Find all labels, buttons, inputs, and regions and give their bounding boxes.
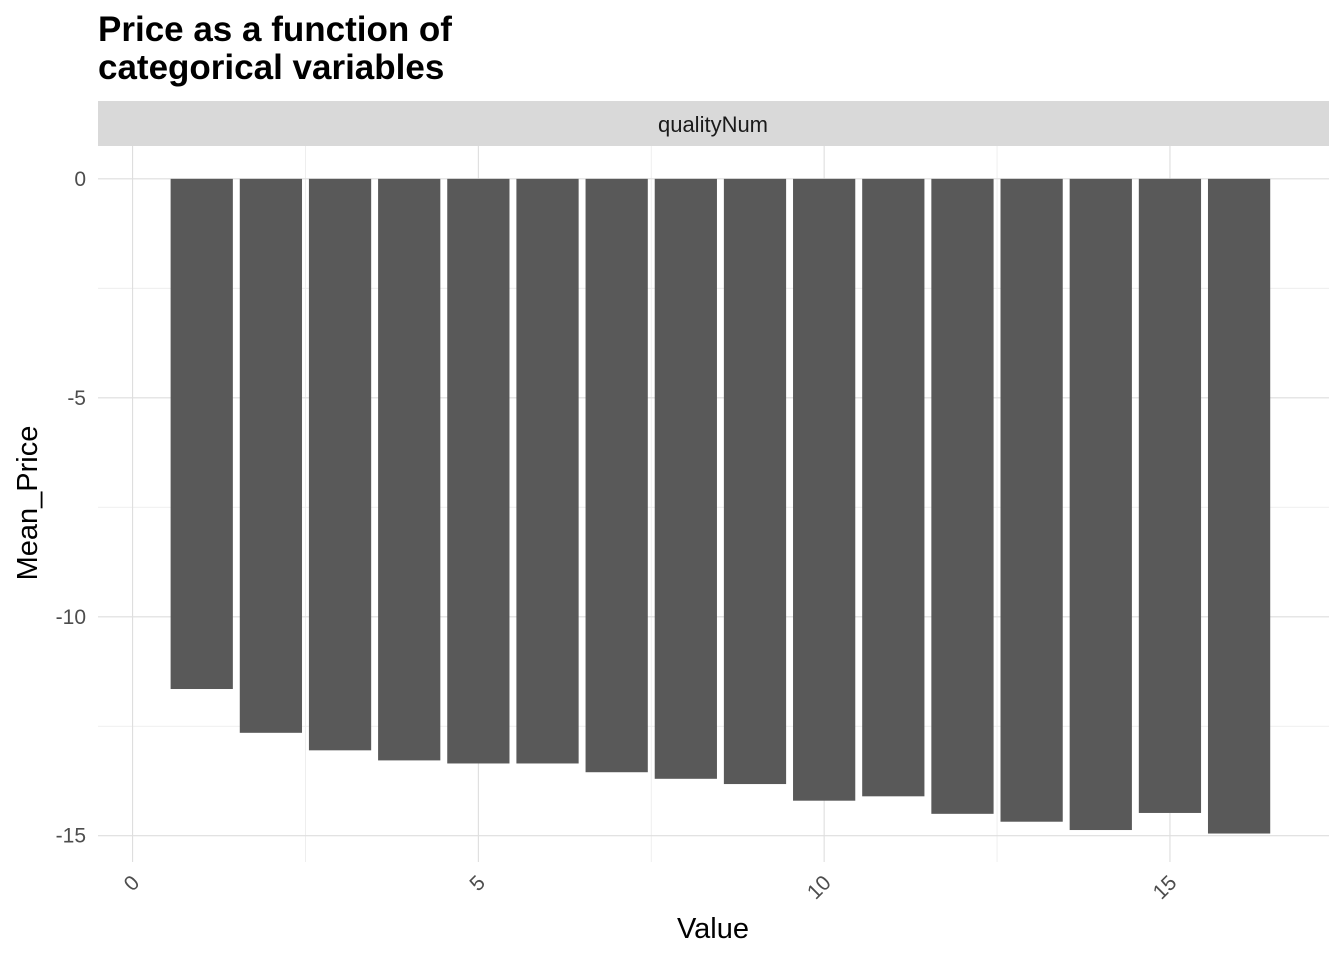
bar-5 — [447, 178, 510, 764]
bar-4 — [378, 178, 441, 761]
x-axis-title: Value — [677, 913, 749, 945]
y-tick-label: 0 — [74, 168, 86, 191]
y-tick-label: -10 — [56, 606, 86, 629]
bar-12 — [931, 178, 994, 814]
bar-10 — [793, 178, 856, 801]
bar-6 — [516, 178, 579, 764]
y-tick-label: -5 — [67, 387, 86, 410]
bar-2 — [239, 178, 303, 733]
bar-3 — [308, 178, 372, 751]
bar-9 — [723, 178, 787, 785]
y-axis-ticks: 0 -5 -10 -15 — [56, 168, 86, 848]
chart-title-line-2: categorical variables — [98, 48, 444, 87]
facet-strip — [98, 101, 1329, 146]
x-tick-label: 5 — [465, 871, 490, 896]
chart-title-line-1: Price as a function of — [98, 10, 452, 49]
bar-16 — [1207, 178, 1271, 834]
y-axis-title: Mean_Price — [12, 426, 44, 581]
x-tick-label: 15 — [1149, 871, 1182, 904]
bar-14 — [1069, 178, 1132, 831]
facet-strip-label: qualityNum — [658, 112, 768, 137]
y-tick-label: -15 — [56, 825, 86, 848]
x-tick-label: 10 — [803, 871, 836, 904]
bars — [170, 178, 1271, 834]
x-axis-ticks: 0 5 10 15 — [120, 871, 1182, 904]
bar-8 — [654, 178, 717, 779]
bar-15 — [1138, 178, 1202, 813]
bar-7 — [585, 178, 648, 773]
bar-11 — [862, 178, 925, 797]
bar-13 — [1000, 178, 1063, 822]
x-tick-label: 0 — [120, 871, 145, 896]
bar-1 — [170, 178, 233, 690]
